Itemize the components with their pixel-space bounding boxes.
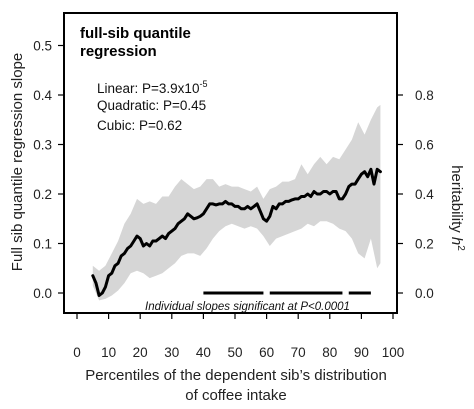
stat-linear-exponent: -5 <box>199 79 207 89</box>
y2-tick-label-0: 0.0 <box>415 286 434 301</box>
y-tick-label-1: 0.1 <box>33 237 52 252</box>
y2-axis-title-main: heritability <box>448 165 465 237</box>
x-tick-label-80: 80 <box>322 345 337 360</box>
x-tick-label-70: 70 <box>291 345 306 360</box>
y2-axis-title-superscript: 2 <box>455 245 466 251</box>
stat-linear: Linear: P=3.9x10-5 <box>97 79 207 96</box>
stat-quadratic: Quadratic: P=0.45 <box>97 98 206 113</box>
x-tick-label-100: 100 <box>382 345 405 360</box>
y-axis-title: Full sib quantile regression slope <box>9 53 26 271</box>
y2-tick-label-3: 0.6 <box>415 138 434 153</box>
stat-cubic: Cubic: P=0.62 <box>97 118 182 133</box>
panel-title-line2: regression <box>80 43 157 60</box>
x-tick-label-90: 90 <box>354 345 369 360</box>
stat-linear-main: Linear: P=3.9x10 <box>97 81 199 96</box>
x-tick-label-50: 50 <box>227 345 242 360</box>
y-tick-label-3: 0.3 <box>33 138 52 153</box>
x-axis-title-line1: Percentiles of the dependent sib’s distr… <box>85 367 387 384</box>
y-tick-label-5: 0.5 <box>33 39 52 54</box>
y2-axis-title-symbol: h <box>448 237 465 245</box>
y-tick-label-2: 0.2 <box>33 187 52 202</box>
y2-tick-label-4: 0.8 <box>415 88 434 103</box>
significance-note: Individual slopes significant at P<0.000… <box>145 301 350 313</box>
y2-tick-label-2: 0.4 <box>415 187 434 202</box>
y2-axis-ticks: 0.0 0.2 0.4 0.6 0.8 <box>397 88 434 301</box>
y-tick-label-4: 0.4 <box>33 88 52 103</box>
y2-tick-label-1: 0.2 <box>415 237 434 252</box>
x-tick-label-10: 10 <box>101 345 116 360</box>
plot-frame <box>63 12 398 314</box>
x-axis-title-line2: of coffee intake <box>185 387 286 404</box>
y2-axis-title: heritability h2 <box>448 165 466 251</box>
confidence-band <box>92 104 381 301</box>
estimate-line <box>91 167 382 297</box>
y-tick-label-0: 0.0 <box>33 286 52 301</box>
panel-title-line1: full-sib quantile <box>80 25 191 42</box>
x-tick-label-60: 60 <box>259 345 274 360</box>
y-axis-ticks: 0.0 0.1 0.2 0.3 0.4 0.5 <box>33 39 64 301</box>
x-tick-label-0: 0 <box>73 345 81 360</box>
x-tick-label-30: 30 <box>164 345 179 360</box>
x-tick-label-40: 40 <box>196 345 211 360</box>
x-axis-ticks: 0 10 20 30 40 50 60 70 80 90 100 <box>73 313 404 360</box>
x-tick-label-20: 20 <box>133 345 148 360</box>
